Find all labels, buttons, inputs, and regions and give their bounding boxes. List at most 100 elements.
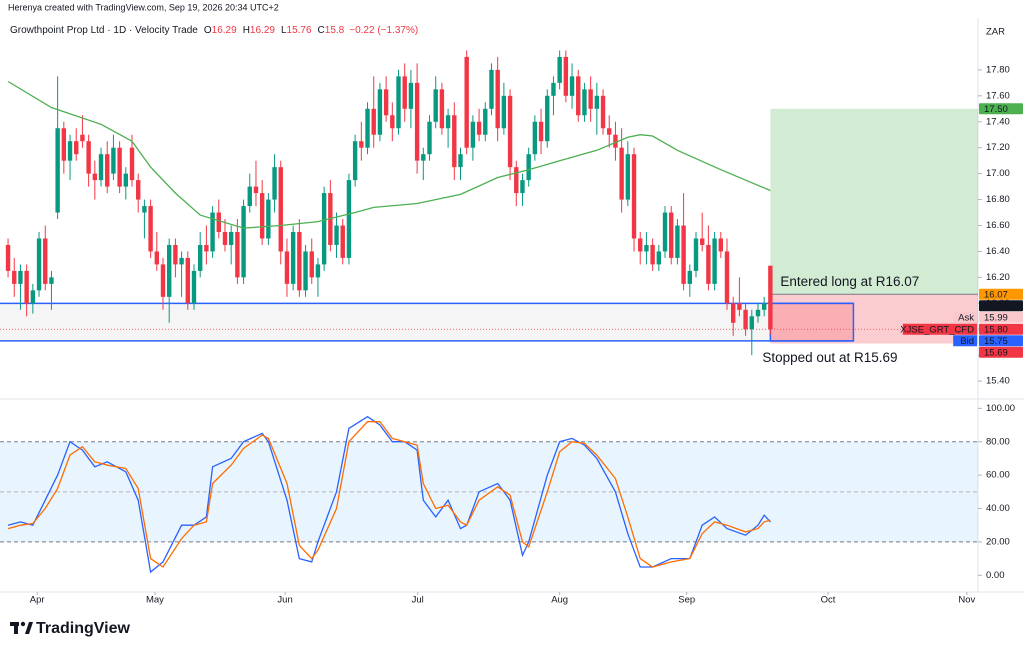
candle-body [625,154,631,200]
y-tick-label: 17.60 [986,90,1010,101]
candle-body [439,89,445,129]
candle-body [687,270,693,284]
price-tag-label: 16.06 [984,301,1008,312]
candle-body [483,108,488,135]
candle-body [662,212,668,252]
candle-body [489,69,494,109]
candle-body [501,95,507,129]
y-tick-label: 17.20 [986,142,1010,153]
candle-body [551,82,556,96]
logo-text: TradingView [36,620,131,637]
candle-body [675,225,680,258]
candle-body [290,231,296,284]
candle-body [588,89,593,109]
candle-body [390,115,395,129]
candle-body [154,251,160,265]
candle-body [123,173,129,187]
price-tag-label: 15.75 [984,336,1008,347]
candle-body [495,69,500,129]
profit-zone [770,108,978,295]
candle-body [414,82,420,161]
candle-body [619,147,624,200]
candle-body [458,154,463,168]
y-tick-label: 80.00 [986,436,1010,447]
candle-body [538,121,544,142]
price-tag-name-box [953,335,977,347]
legend: Growthpoint Prop Ltd · 1D · Velocity Tra… [10,25,418,36]
candle-body [12,270,17,284]
candle-body [278,167,283,252]
candle-body [340,225,345,258]
x-tick-label: Aug [551,595,568,606]
candle-body [638,238,643,252]
candle-body [569,76,575,96]
logo-shape [20,621,26,627]
candle-body [272,167,277,200]
loss-zone [770,294,978,344]
candle-body [352,141,358,181]
y-tick-label: 16.60 [986,220,1010,231]
ohlc-value: 15.8 [325,25,345,36]
candle-body [117,147,122,187]
candle-body [80,134,85,142]
y-tick-label: 17.00 [986,168,1010,179]
candle-body [563,56,569,96]
candle-body [421,154,426,161]
candle-body [681,225,686,284]
price-tag-label: 17.50 [984,104,1008,115]
candle-body [105,154,110,187]
logo-shape [14,622,18,634]
y-tick-label: 17.40 [986,116,1010,127]
price-tag [979,103,1023,115]
candle-body [730,303,736,323]
ohlc-value: 16.29 [212,25,237,36]
logo-shape [25,622,33,634]
candle-body [613,134,618,148]
currency: ZAR [986,27,1005,38]
stoch-line [7,421,771,568]
candle-body [179,257,184,265]
logo [10,621,33,634]
candle-body [148,206,153,252]
candle-body [371,108,376,135]
candle-body [737,303,742,310]
price-tag-label: 15.99 [984,312,1008,323]
candle-body [644,244,649,252]
candle-body [18,270,23,284]
price-tag-name: Bid [960,336,974,347]
candle-body [253,186,259,194]
ohlc-value: 15.76 [287,25,312,36]
candle-body [173,244,178,265]
candle-body [142,206,147,213]
annotation: Stopped out at R15.69 [762,350,897,365]
y-tick-label: 60.00 [986,470,1010,481]
x-tick-label: Nov [958,595,975,606]
candle-body [235,231,240,278]
candle-body [49,277,54,284]
ohlc-key: C [318,25,325,36]
candle-body [427,121,432,155]
y-tick-label: 0.00 [986,570,1005,581]
annotation: Entered long at R16.07 [780,274,919,289]
price-tag [979,335,1023,347]
candle-body [222,231,228,245]
candle-body [594,95,600,109]
candle-body [359,141,364,148]
candle-body [284,251,290,284]
candle-body [129,147,135,181]
candle-body [204,244,209,252]
candle-body [136,180,141,200]
candle-body [669,212,674,258]
candle-body [197,244,203,271]
candle-body [36,238,42,291]
candle-body [297,231,302,291]
candle-body [749,316,754,330]
ohlc-key: H [243,25,250,36]
candle-body [92,173,98,181]
candle-body [607,128,612,135]
ohlc-value: 16.29 [250,25,275,36]
candle-body [247,186,252,207]
candle-body [216,212,221,232]
candle-body [408,82,414,109]
candle-body [743,309,748,330]
